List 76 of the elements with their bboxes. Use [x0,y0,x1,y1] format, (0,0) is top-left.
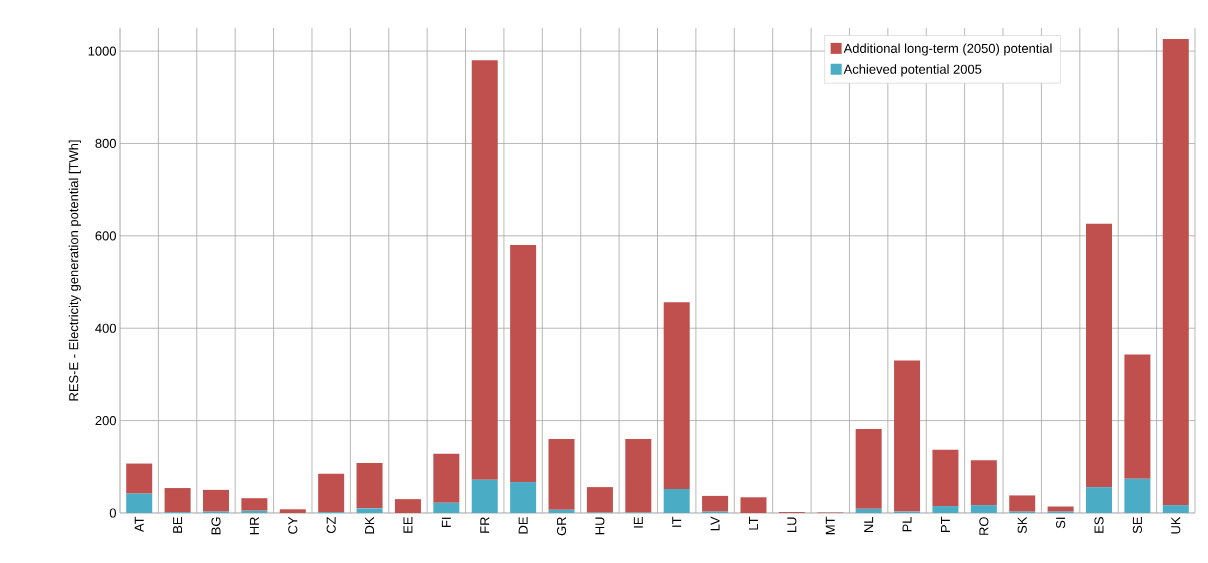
bar [855,428,882,509]
bar [471,60,498,480]
x-tick-label: ES [1094,517,1104,533]
y-tick-label: 200 [95,416,116,426]
bar [1162,39,1189,506]
y-tick-label: 0 [109,508,116,518]
bar [318,473,345,513]
bar [894,360,921,512]
bar [510,482,537,513]
bar [970,505,997,513]
bar [548,509,575,513]
x-tick-label: RO [979,517,989,535]
x-tick-label: UK [1171,516,1181,534]
bar [1124,354,1151,479]
x-tick-label: LU [787,517,797,532]
x-tick-label: LT [749,516,758,530]
x-tick-label: LV [710,516,720,531]
bar [394,499,421,513]
x-tick-label: FR [480,517,490,533]
bar [356,508,383,513]
bar [663,488,690,513]
x-tick-label: IT [672,516,682,527]
y-tick-label: 800 [95,138,116,149]
x-tick-label: SE [1132,517,1142,534]
bar [1124,478,1151,513]
y-tick-label: 1000 [88,46,116,56]
bar [279,509,306,513]
bar [702,495,729,512]
bar [970,460,997,506]
bar [855,508,882,513]
x-tick-label: AT [134,516,144,533]
bar [433,502,460,513]
x-tick-label: IE [633,517,643,528]
x-tick-label: PL [902,516,912,532]
bar [510,245,537,483]
bar [1009,495,1036,512]
x-tick-label: BG [211,517,221,535]
bar [471,479,498,513]
bar [932,449,959,507]
bar [625,439,652,513]
bar [586,487,613,513]
x-tick-label: CZ [326,516,336,534]
bar [433,453,460,503]
x-tick-label: HU [595,517,605,535]
bar [932,506,959,513]
x-tick-label: SK [1017,516,1027,534]
bar [740,497,767,513]
bar [1086,223,1113,488]
y-tick-label: 600 [95,231,116,241]
y-tick-label: 400 [95,323,116,333]
bar [548,439,575,510]
bar [1047,506,1074,512]
x-tick-label: HR [249,517,259,535]
legend-label: Additional long-term (2050) potential [843,43,1052,56]
bar [164,488,191,513]
bar [1162,505,1189,513]
x-tick-label: DE [518,517,528,534]
bar [126,493,153,513]
x-tick-label: FI [441,517,451,527]
bar [241,498,268,511]
x-tick-label: DK [365,516,375,534]
legend-label: Achieved potential 2005 [843,64,982,77]
x-tick-label: GR [556,517,567,536]
y-axis-title: RES-E - Electricity generation potential [TWh] [68,140,81,401]
bar [663,302,690,489]
x-tick-label: BE [173,517,183,533]
x-tick-label: PT [940,516,950,532]
bar [126,463,153,494]
x-tick-label: EE [403,517,413,533]
x-tick-label: SI [1056,517,1066,529]
bar [356,463,383,509]
x-tick-label: CY [288,516,298,534]
x-tick-label: NL [864,516,874,532]
bar [202,489,229,512]
x-tick-label: MT [825,516,835,535]
bar [1086,487,1113,513]
